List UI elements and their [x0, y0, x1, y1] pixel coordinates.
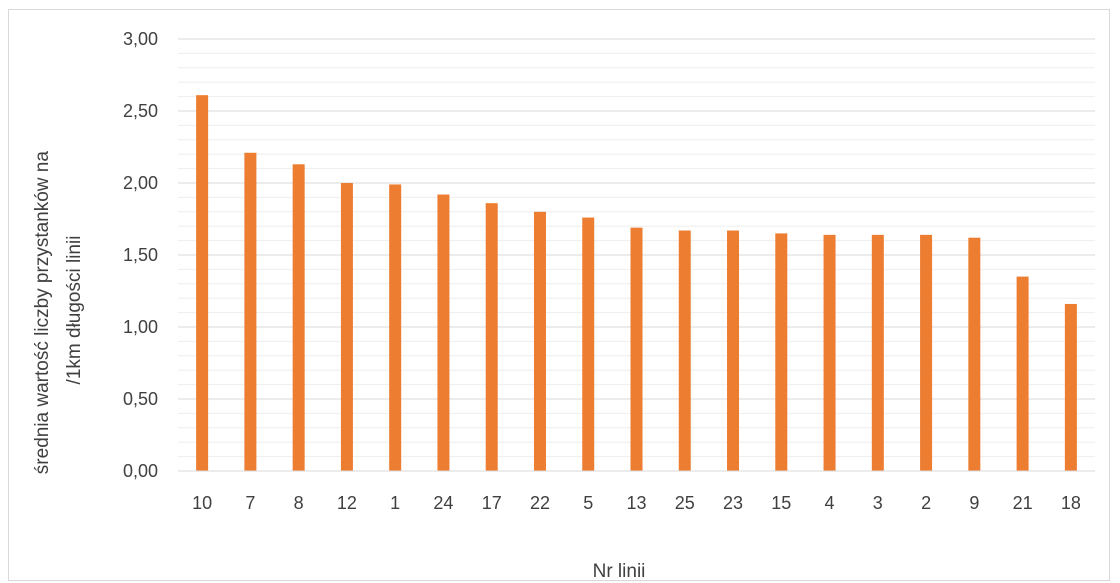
bar — [485, 203, 498, 471]
x-tick-label: 7 — [245, 493, 255, 513]
x-tick-label: 17 — [482, 493, 502, 513]
y-axis-title-line-1: średnia wartość liczby przystanków na — [32, 151, 53, 475]
x-tick-label: 12 — [337, 493, 357, 513]
x-tick-label: 22 — [530, 493, 550, 513]
y-tick-label: 2,50 — [123, 101, 158, 121]
bar — [340, 183, 353, 471]
x-tick-label: 21 — [1013, 493, 1033, 513]
x-tick-label: 9 — [969, 493, 979, 513]
bar — [582, 217, 595, 471]
bar — [196, 95, 209, 471]
bar — [920, 234, 933, 471]
x-axis-title: Nr linii — [593, 561, 646, 582]
x-tick-label: 13 — [626, 493, 646, 513]
bar — [244, 152, 257, 471]
bar — [1064, 303, 1077, 471]
x-tick-label: 3 — [873, 493, 883, 513]
bar — [968, 237, 981, 471]
x-tick-label: 15 — [771, 493, 791, 513]
bar — [1016, 276, 1029, 471]
y-tick-label: 1,00 — [123, 317, 158, 337]
x-tick-label: 10 — [192, 493, 212, 513]
x-tick-label: 24 — [433, 493, 453, 513]
bar — [775, 233, 788, 471]
bar — [630, 227, 643, 471]
bar — [727, 230, 740, 471]
y-axis-title: średnia wartość liczby przystanków na /1… — [32, 146, 85, 474]
y-tick-label: 0,00 — [123, 461, 158, 481]
y-tick-label: 2,00 — [123, 173, 158, 193]
x-tick-label: 25 — [675, 493, 695, 513]
bar — [871, 234, 884, 471]
bar — [678, 230, 691, 471]
x-tick-label: 23 — [723, 493, 743, 513]
bar — [292, 164, 305, 471]
bar — [533, 211, 546, 472]
bars — [196, 95, 1077, 472]
y-axis-tick-labels: 0,00 0,50 1,00 1,50 2,00 2,50 3,00 — [123, 29, 158, 481]
x-tick-label: 8 — [294, 493, 304, 513]
bar — [823, 234, 836, 471]
y-tick-label: 1,50 — [123, 245, 158, 265]
bar — [389, 184, 402, 471]
x-axis-tick-labels: 10 7 8 12 1 24 17 22 5 13 25 23 15 4 3 2 9 21 18 — [192, 493, 1081, 513]
x-tick-label: 1 — [390, 493, 400, 513]
y-tick-label: 0,50 — [123, 389, 158, 409]
x-tick-label: 4 — [825, 493, 835, 513]
y-tick-label: 3,00 — [123, 29, 158, 49]
x-tick-label: 5 — [583, 493, 593, 513]
x-tick-label: 18 — [1061, 493, 1081, 513]
y-axis-title-line-2: /1km długości linii — [64, 236, 85, 385]
bar — [437, 194, 450, 471]
x-tick-label: 2 — [921, 493, 931, 513]
